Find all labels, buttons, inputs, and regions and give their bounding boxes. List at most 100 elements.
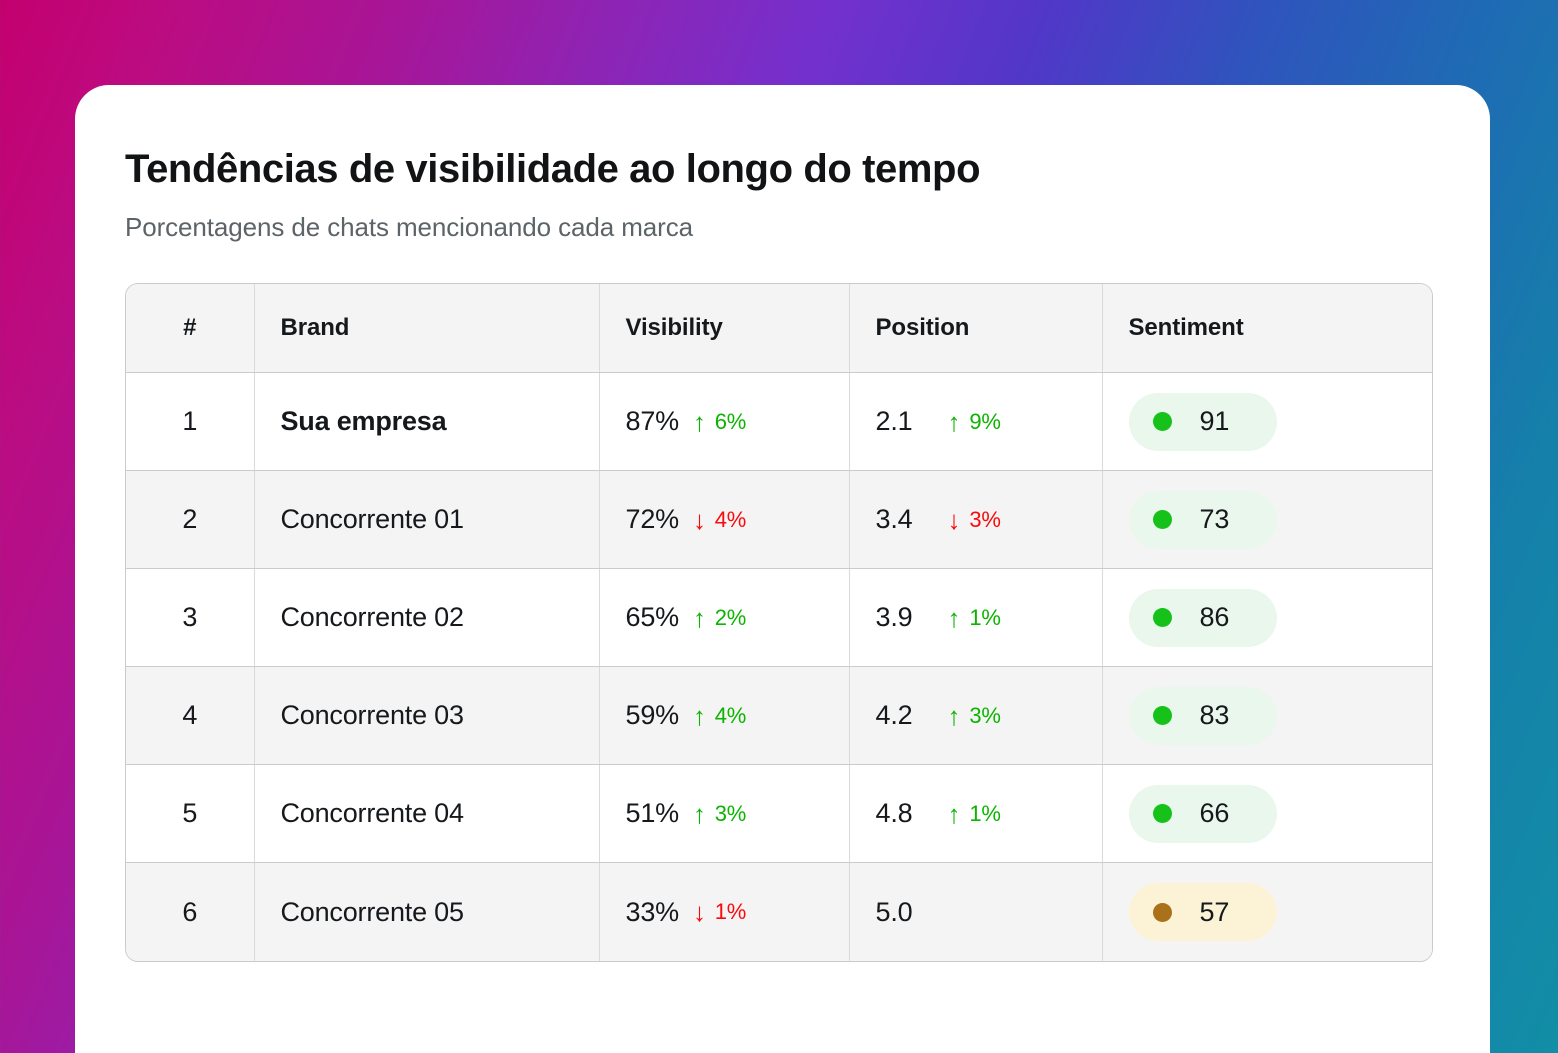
arrow-up-icon: ↑ [692,406,706,437]
arrow-up-icon: ↑ [947,406,961,437]
cell-rank: 2 [126,470,255,570]
table-header: # Brand Visibility Position Sentiment [126,283,1432,374]
sentiment-badge: 66 [1128,784,1277,843]
position-metric: 5.0 [876,897,1102,928]
table-row[interactable]: 3 Concorrente 02 65% ↑ 2% 3.9 ↑ 1% 86 [126,568,1432,668]
cell-sentiment: 83 [1102,666,1432,766]
visibility-delta-value: 6% [714,408,747,434]
arrow-up-icon: ↑ [947,700,961,731]
arrow-up-icon: ↑ [692,602,706,633]
position-value: 2.1 [875,406,913,437]
page-title: Tendências de visibilidade ao longo do t… [125,147,981,191]
column-header-sentiment[interactable]: Sentiment [1102,283,1432,374]
position-delta-value: 3% [969,702,1001,728]
visibility-delta: ↑ 2% [693,605,746,631]
sentiment-badge: 86 [1128,588,1277,647]
visibility-delta-value: 4% [714,702,747,728]
visibility-value: 72% [625,504,680,535]
sentiment-dot-icon [1152,902,1172,922]
visibility-metric: 59% ↑ 4% [626,700,849,731]
sentiment-score: 73 [1199,504,1230,535]
position-metric: 3.9 ↑ 1% [876,602,1102,633]
column-header-rank[interactable]: # [126,283,255,374]
cell-brand: Concorrente 02 [254,568,600,668]
cell-visibility: 87% ↑ 6% [599,372,850,472]
sentiment-score: 83 [1199,700,1230,731]
cell-position: 4.2 ↑ 3% [849,666,1103,766]
cell-brand: Concorrente 01 [254,470,600,570]
position-value: 4.2 [875,700,913,731]
position-delta: ↑ 1% [948,605,1001,631]
sentiment-dot-icon [1152,510,1172,530]
position-metric: 4.2 ↑ 3% [876,700,1102,731]
visibility-delta-value: 4% [714,506,747,532]
table-body: 1 Sua empresa 87% ↑ 6% 2.1 ↑ 9% 91 2 Concorrente 0… [126,372,1432,961]
visibility-value: 87% [625,406,680,437]
cell-visibility: 65% ↑ 2% [599,568,850,668]
card-content: Tendências de visibilidade ao longo do t… [75,85,1490,962]
brand-label: Concorrente 04 [280,798,465,829]
table-row[interactable]: 5 Concorrente 04 51% ↑ 3% 4.8 ↑ 1% 66 [126,764,1432,864]
table-row[interactable]: 6 Concorrente 05 33% ↓ 1% 5.0 57 [126,862,1432,961]
sentiment-dot-icon [1152,608,1172,628]
cell-brand: Concorrente 05 [254,862,600,961]
visibility-value: 59% [625,700,680,731]
cell-brand: Sua empresa [254,372,600,472]
arrow-up-icon: ↑ [692,700,706,731]
column-header-visibility[interactable]: Visibility [599,283,850,374]
position-metric: 3.4 ↓ 3% [876,504,1102,535]
cell-sentiment: 91 [1102,372,1432,472]
sentiment-dot-icon [1152,804,1172,824]
position-delta-value: 3% [969,506,1001,532]
visibility-delta-value: 2% [714,604,747,630]
table-header-row: # Brand Visibility Position Sentiment [126,283,1432,374]
sentiment-badge: 57 [1128,883,1277,942]
cell-sentiment: 73 [1102,470,1432,570]
cell-position: 3.9 ↑ 1% [849,568,1103,668]
position-metric: 4.8 ↑ 1% [876,798,1102,829]
table-row[interactable]: 4 Concorrente 03 59% ↑ 4% 4.2 ↑ 3% 83 [126,666,1432,766]
cell-position: 3.4 ↓ 3% [849,470,1103,570]
visibility-delta: ↓ 1% [693,899,746,925]
sentiment-dot-icon [1152,706,1172,726]
column-header-brand[interactable]: Brand [254,283,600,374]
visibility-metric: 33% ↓ 1% [626,897,849,928]
visibility-delta-value: 3% [714,800,747,826]
cell-rank: 3 [126,568,255,668]
cell-rank: 6 [126,862,255,961]
arrow-up-icon: ↑ [947,602,961,633]
cell-brand: Concorrente 04 [254,764,600,864]
sentiment-score: 91 [1199,406,1230,437]
table-row[interactable]: 1 Sua empresa 87% ↑ 6% 2.1 ↑ 9% 91 [126,372,1432,472]
visibility-metric: 72% ↓ 4% [626,504,849,535]
table-row[interactable]: 2 Concorrente 01 72% ↓ 4% 3.4 ↓ 3% 73 [126,470,1432,570]
cell-sentiment: 57 [1102,862,1432,961]
cell-position: 5.0 [849,862,1103,961]
brand-label: Concorrente 02 [280,602,465,633]
position-value: 3.9 [875,602,913,633]
column-header-position[interactable]: Position [849,283,1103,374]
position-value: 4.8 [875,798,913,829]
visibility-metric: 87% ↑ 6% [626,406,849,437]
position-delta: ↓ 3% [948,507,1001,533]
report-card: Tendências de visibilidade ao longo do t… [75,85,1490,1053]
sentiment-score: 86 [1199,602,1230,633]
visibility-value: 33% [625,896,680,927]
visibility-metric: 51% ↑ 3% [626,798,849,829]
position-value: 5.0 [875,896,913,927]
arrow-down-icon: ↓ [692,897,706,928]
position-delta: ↑ 3% [948,703,1001,729]
visibility-delta: ↑ 4% [693,703,746,729]
cell-rank: 1 [126,372,255,472]
cell-sentiment: 66 [1102,764,1432,864]
brand-label: Concorrente 03 [280,700,465,731]
arrow-up-icon: ↑ [947,798,961,829]
visibility-value: 65% [625,602,680,633]
brand-label: Concorrente 01 [280,504,465,535]
sentiment-badge: 91 [1128,392,1277,451]
cell-position: 2.1 ↑ 9% [849,372,1103,472]
position-delta-value: 1% [969,604,1001,630]
sentiment-score: 57 [1199,896,1230,927]
position-value: 3.4 [875,504,913,535]
